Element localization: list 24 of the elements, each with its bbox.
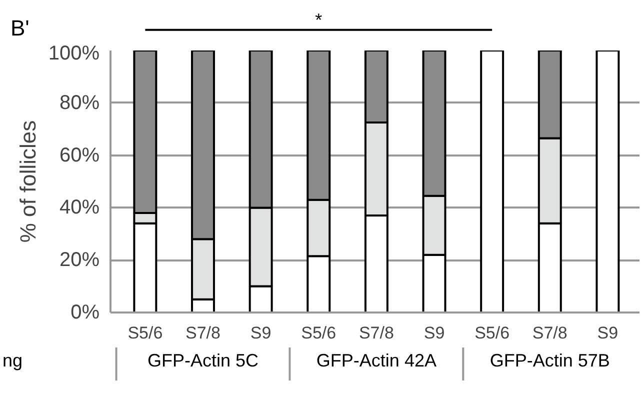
text: GFP-Actin 57B [490,350,610,370]
bar [480,50,504,312]
y-tick-label: 80% [59,92,100,114]
x-tick-label: S7/8 [186,324,220,342]
x-tick-label: S9 [597,324,618,342]
y-tick-label: 20% [59,249,100,272]
y-tick-label: 40% [59,196,100,219]
text: ng [2,350,23,370]
x-tick-label: S7/8 [532,324,568,342]
text: * [315,10,322,30]
text: GFP-Actin 5C [147,350,259,370]
y-tick-label: 100% [48,42,100,64]
text: GFP-Actin 42A [316,350,436,370]
x-tick-label: S9 [250,324,272,342]
bar [596,50,620,312]
y-axis-title: % of follicles [15,120,40,243]
x-tick-label: S5/6 [474,324,510,342]
x-tick-label: S5/6 [301,324,336,342]
text: B' [10,15,30,40]
y-tick-label: 60% [59,144,100,166]
x-tick-label: S7/8 [358,324,394,342]
x-tick-label: S5/6 [128,324,163,342]
y-tick-label: 0% [70,302,100,324]
x-tick-label: S9 [424,324,445,342]
